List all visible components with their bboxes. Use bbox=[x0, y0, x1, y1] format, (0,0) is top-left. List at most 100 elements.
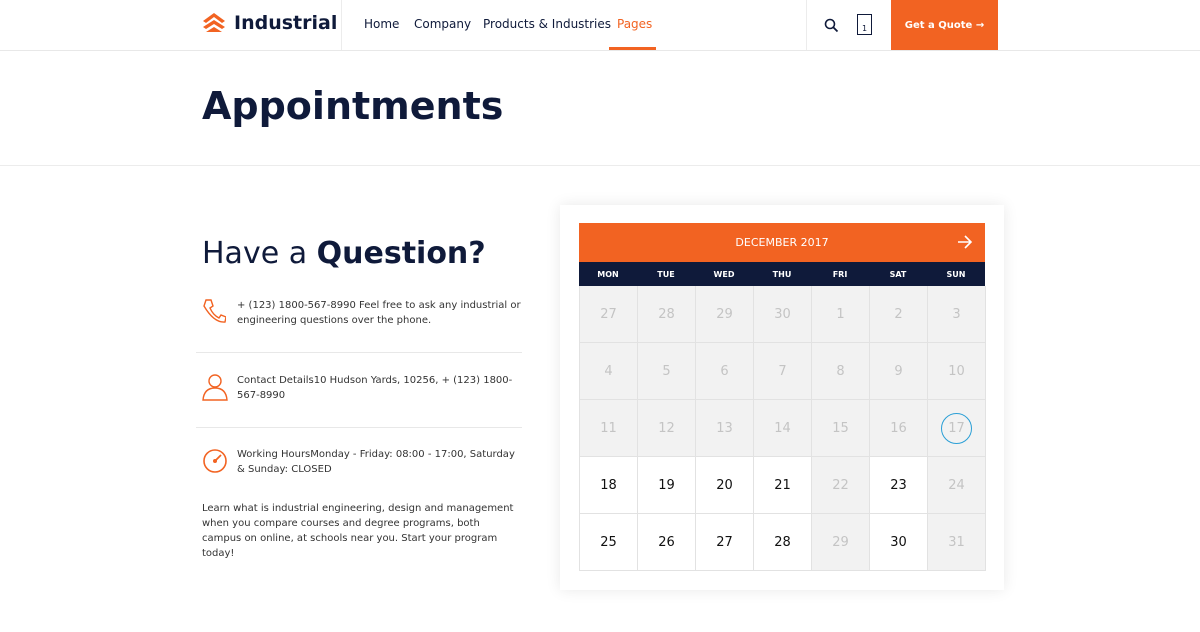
day-number: 18 bbox=[600, 477, 617, 493]
day-number: 12 bbox=[658, 420, 675, 436]
day-cell[interactable]: 5 bbox=[638, 343, 696, 400]
day-number: 5 bbox=[662, 363, 671, 379]
day-number: 10 bbox=[948, 363, 965, 379]
day-number: 3 bbox=[952, 306, 961, 322]
separator bbox=[341, 0, 342, 50]
weekday: THU bbox=[772, 269, 792, 279]
active-underline bbox=[609, 47, 656, 50]
separator bbox=[806, 0, 807, 50]
next-arrow[interactable] bbox=[957, 235, 973, 249]
day-cell[interactable]: 27 bbox=[580, 286, 638, 343]
day-cell[interactable]: 14 bbox=[754, 400, 812, 457]
day-cell[interactable]: 12 bbox=[638, 400, 696, 457]
calendar-header: DECEMBER 2017 bbox=[579, 223, 985, 262]
search-icon[interactable] bbox=[824, 18, 839, 33]
day-number: 15 bbox=[832, 420, 849, 436]
day-cell[interactable]: 9 bbox=[870, 343, 928, 400]
day-cell[interactable]: 24 bbox=[928, 457, 986, 514]
page-title: Appointments bbox=[202, 84, 504, 128]
day-number: 13 bbox=[716, 420, 733, 436]
user-icon bbox=[202, 374, 228, 401]
day-number: 19 bbox=[658, 477, 675, 493]
weekday-row: MON TUE WED THU FRI SAT SUN bbox=[579, 262, 985, 286]
weekday: FRI bbox=[832, 269, 848, 279]
item-text: Working HoursMonday - Friday: 08:00 - 17… bbox=[237, 449, 515, 475]
day-cell[interactable]: 13 bbox=[696, 400, 754, 457]
cart-count: 1 bbox=[861, 24, 868, 33]
item-text: + (123) 1800-567-8990 Feel free to ask a… bbox=[237, 300, 521, 326]
day-cell[interactable]: 29 bbox=[696, 286, 754, 343]
day-cell[interactable]: 23 bbox=[870, 457, 928, 514]
day-cell[interactable]: 16 bbox=[870, 400, 928, 457]
contact-item: Working HoursMonday - Friday: 08:00 - 17… bbox=[196, 447, 522, 477]
day-number: 24 bbox=[948, 477, 965, 493]
day-cell[interactable]: 30 bbox=[754, 286, 812, 343]
button-label: Get a Quote → bbox=[904, 19, 985, 31]
nav-link[interactable]: Products & Industries bbox=[483, 17, 612, 31]
divider bbox=[196, 427, 522, 428]
day-cell[interactable]: 11 bbox=[580, 400, 638, 457]
day-number: 17 bbox=[941, 412, 972, 444]
weekday: TUE bbox=[657, 269, 675, 279]
day-number: 27 bbox=[600, 306, 617, 322]
divider bbox=[0, 165, 1200, 166]
day-cell[interactable]: 6 bbox=[696, 343, 754, 400]
day-cell[interactable]: 3 bbox=[928, 286, 986, 343]
day-cell[interactable]: 18 bbox=[580, 457, 638, 514]
weekday: MON bbox=[597, 269, 619, 279]
day-cell[interactable]: 17 bbox=[928, 400, 986, 457]
day-number: 26 bbox=[658, 534, 675, 550]
day-cell[interactable]: 21 bbox=[754, 457, 812, 514]
day-cell[interactable]: 28 bbox=[754, 514, 812, 571]
day-number: 28 bbox=[774, 534, 791, 550]
day-cell[interactable]: 26 bbox=[638, 514, 696, 571]
day-number: 16 bbox=[890, 420, 907, 436]
day-number: 9 bbox=[894, 363, 903, 379]
heading-bold: Question? bbox=[316, 236, 486, 271]
day-number: 27 bbox=[716, 534, 733, 550]
month-label: DECEMBER 2017 bbox=[735, 236, 829, 249]
nav-link[interactable]: Company bbox=[414, 17, 472, 31]
day-cell[interactable]: 31 bbox=[928, 514, 986, 571]
nav-link[interactable]: Home bbox=[364, 17, 400, 31]
day-number: 11 bbox=[600, 420, 617, 436]
day-cell[interactable]: 19 bbox=[638, 457, 696, 514]
day-number: 25 bbox=[600, 534, 617, 550]
day-cell[interactable]: 28 bbox=[638, 286, 696, 343]
cart[interactable]: 1 bbox=[857, 14, 872, 35]
day-cell[interactable]: 29 bbox=[812, 514, 870, 571]
day-cell[interactable]: 22 bbox=[812, 457, 870, 514]
day-number: 14 bbox=[774, 420, 791, 436]
weekday: SAT bbox=[889, 269, 907, 279]
day-cell[interactable]: 25 bbox=[580, 514, 638, 571]
logo-text: Industrial bbox=[234, 12, 338, 34]
day-cell[interactable]: 15 bbox=[812, 400, 870, 457]
day-number: 31 bbox=[948, 534, 965, 550]
logo[interactable]: Industrial bbox=[202, 12, 337, 34]
day-number: 21 bbox=[774, 477, 791, 493]
day-cell[interactable]: 20 bbox=[696, 457, 754, 514]
quote-button[interactable]: Get a Quote → bbox=[891, 0, 998, 50]
day-cell[interactable]: 27 bbox=[696, 514, 754, 571]
day-number: 7 bbox=[778, 363, 787, 379]
day-grid: 27 28 29 30 1 2 3 4 5 6 7 8 9 10 11 12 13 14 15 16 17 18 19 20 2… bbox=[579, 286, 986, 571]
paragraph: Learn what is industrial engineering, de… bbox=[202, 503, 514, 559]
day-cell[interactable]: 8 bbox=[812, 343, 870, 400]
weekday: WED bbox=[713, 269, 735, 279]
day-cell[interactable]: 7 bbox=[754, 343, 812, 400]
nav-link[interactable]: Pages bbox=[617, 17, 653, 31]
day-number: 30 bbox=[890, 534, 907, 550]
day-number: 4 bbox=[604, 363, 613, 379]
calendar: DECEMBER 2017 MON TUE WED THU FRI SAT SUN 27 28… bbox=[579, 223, 986, 571]
day-cell[interactable]: 4 bbox=[580, 343, 638, 400]
day-number: 20 bbox=[716, 477, 733, 493]
day-number: 22 bbox=[832, 477, 849, 493]
day-cell[interactable]: 10 bbox=[928, 343, 986, 400]
day-cell[interactable]: 1 bbox=[812, 286, 870, 343]
day-number: 8 bbox=[836, 363, 845, 379]
day-cell[interactable]: 30 bbox=[870, 514, 928, 571]
day-cell[interactable]: 2 bbox=[870, 286, 928, 343]
day-number: 28 bbox=[658, 306, 675, 322]
